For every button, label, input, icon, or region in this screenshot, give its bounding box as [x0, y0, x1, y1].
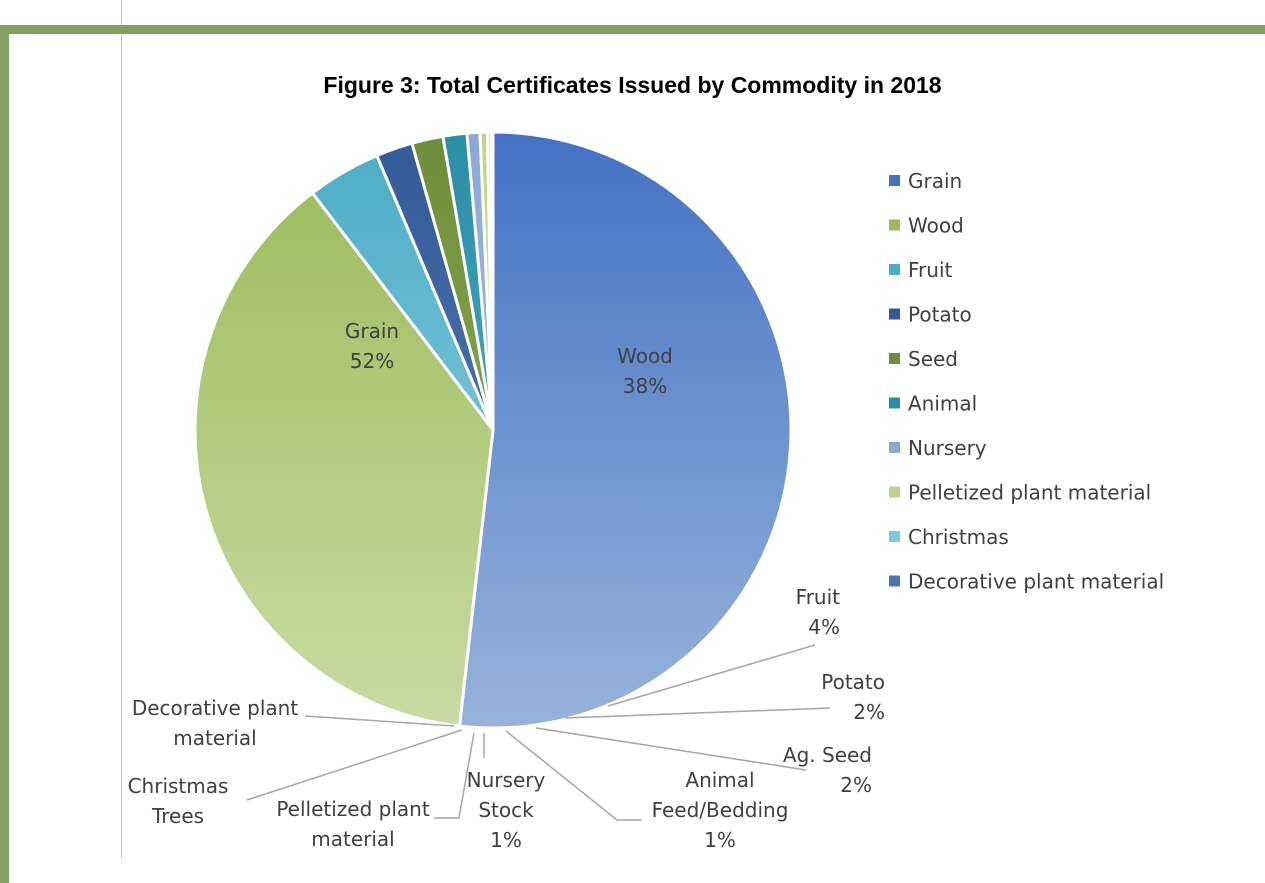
- legend-swatch-fruit: [889, 264, 900, 275]
- legend-label-potato: Potato: [908, 303, 972, 327]
- data-label-christmas: Christmas Trees: [128, 774, 229, 828]
- leader-line-fruit: [607, 644, 816, 707]
- legend-label-decorative-plant-material: Decorative plant material: [908, 570, 1164, 594]
- legend-label-wood: Wood: [908, 214, 964, 238]
- legend-swatch-potato: [889, 308, 900, 320]
- legend-swatch-seed: [889, 353, 900, 364]
- data-label-wood: Wood 38%: [617, 344, 673, 398]
- legend-label-christmas: Christmas: [908, 525, 1009, 549]
- legend-swatch-grain: [889, 175, 900, 186]
- data-label-grain: Grain 52%: [345, 319, 399, 373]
- pie-slice-wood: [193, 190, 495, 728]
- frame-border-top: [0, 25, 1265, 34]
- data-label-potato: Potato 2%: [821, 670, 885, 724]
- legend-swatch-decorative-plant-material: [889, 575, 900, 587]
- data-label-animal: Animal Feed/Bedding 1%: [652, 768, 789, 852]
- leader-line-pelletized-plant-material: [434, 732, 475, 819]
- leader-line-seed: [535, 727, 807, 771]
- page-margin-rule: [121, 0, 122, 858]
- leader-line-animal: [505, 730, 642, 821]
- legend-label-seed: Seed: [908, 347, 958, 371]
- legend-label-fruit: Fruit: [908, 258, 953, 282]
- pie-slice-grain: [457, 130, 793, 730]
- legend-swatch-nursery: [889, 442, 900, 453]
- leader-line-decorative-plant-material: [304, 715, 455, 727]
- data-label-nursery: Nursery Stock 1%: [467, 768, 546, 852]
- pie-slice-decorative-plant-material: [489, 130, 495, 431]
- chart-title: Figure 3: Total Certificates Issued by C…: [323, 72, 942, 98]
- legend-label-pelletized-plant-material: Pelletized plant material: [908, 481, 1151, 505]
- legend-label-grain: Grain: [908, 169, 962, 193]
- leader-line-potato: [564, 707, 831, 719]
- leader-line-christmas: [246, 729, 463, 801]
- frame-border-left: [0, 25, 9, 883]
- data-label-pelletized-plant-material: Pelletized plant material: [276, 797, 430, 851]
- legend-swatch-animal: [889, 397, 900, 409]
- data-label-fruit: Fruit 4%: [796, 585, 841, 639]
- chart-legend: Grain Wood Fruit Potato Seed Animal Nursery Pel…: [889, 169, 1164, 594]
- legend-label-nursery: Nursery: [908, 436, 987, 460]
- legend-swatch-wood: [889, 219, 900, 231]
- legend-label-animal: Animal: [908, 392, 977, 416]
- data-label-seed: Ag. Seed 2%: [783, 743, 872, 797]
- legend-swatch-pelletized-plant-material: [889, 486, 900, 498]
- data-label-decorative-plant-material: Decorative plant material: [132, 696, 298, 750]
- legend-swatch-christmas: [889, 531, 900, 542]
